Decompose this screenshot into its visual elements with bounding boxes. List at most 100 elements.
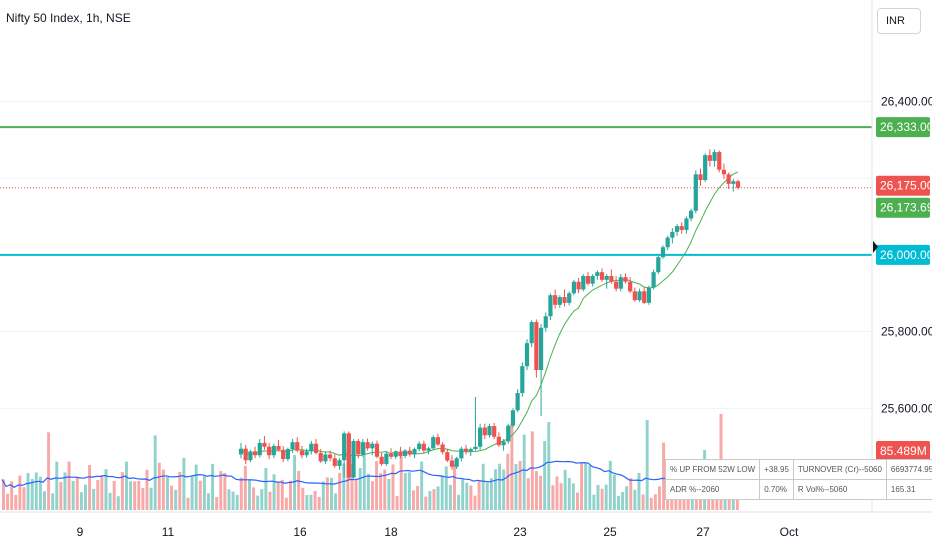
volume-bar bbox=[482, 464, 485, 510]
candles bbox=[239, 149, 740, 479]
candle-body bbox=[689, 211, 693, 219]
volume-bar bbox=[535, 471, 538, 510]
volume-bar bbox=[584, 463, 587, 510]
volume-bar bbox=[269, 492, 272, 510]
volume-bar bbox=[539, 476, 542, 510]
volume-bar bbox=[195, 465, 198, 510]
candle-body bbox=[445, 452, 449, 460]
candle-body bbox=[487, 426, 491, 435]
volume-bar bbox=[633, 490, 636, 510]
volume-label: 85.489M bbox=[880, 444, 927, 458]
volume-bar bbox=[465, 483, 468, 510]
candle-body bbox=[361, 442, 365, 454]
volume-bar bbox=[199, 481, 202, 510]
volume-bar bbox=[215, 497, 218, 510]
volume-bar bbox=[654, 494, 657, 510]
candle-body bbox=[305, 451, 309, 455]
candle-body bbox=[478, 428, 482, 447]
volume-bar bbox=[621, 492, 624, 510]
candle-body bbox=[398, 452, 402, 456]
candle-body bbox=[431, 437, 435, 448]
candle-body bbox=[272, 446, 276, 455]
volume-bar bbox=[150, 488, 153, 510]
volume-bar bbox=[576, 493, 579, 510]
volume-bar bbox=[355, 479, 358, 510]
candle-body bbox=[441, 444, 445, 452]
volume-bar bbox=[437, 486, 440, 510]
volume-bar bbox=[551, 485, 554, 510]
volume-bar bbox=[359, 468, 362, 510]
candle-body bbox=[661, 247, 665, 257]
volume-bar bbox=[203, 476, 206, 510]
candle-body bbox=[656, 257, 660, 272]
volume-bar bbox=[613, 475, 616, 510]
candle-body bbox=[670, 232, 674, 238]
candle-body bbox=[244, 449, 248, 461]
candle-body bbox=[501, 441, 505, 445]
volume-bar bbox=[564, 470, 567, 510]
candle-body bbox=[516, 393, 520, 410]
candle-body bbox=[600, 272, 604, 280]
volume-bar bbox=[392, 464, 395, 510]
volume-bar bbox=[35, 472, 38, 510]
candle-body bbox=[666, 238, 670, 248]
stats-row: % UP FROM 52W LOW +38.95 TURNOVER (Cr)--… bbox=[666, 460, 932, 480]
x-tick-label: 11 bbox=[162, 525, 175, 539]
volume-bar bbox=[14, 495, 17, 510]
candle-body bbox=[281, 450, 285, 459]
candle-body bbox=[717, 152, 721, 170]
candle-body bbox=[694, 174, 698, 210]
volume-bar bbox=[129, 481, 132, 510]
candle-body bbox=[300, 451, 304, 456]
volume-bar bbox=[166, 477, 169, 510]
volume-bar bbox=[642, 494, 645, 510]
volume-bar bbox=[502, 470, 505, 510]
volume-bar bbox=[47, 432, 50, 510]
volume-bar bbox=[109, 493, 112, 510]
volume-bar bbox=[486, 483, 489, 510]
candle-body bbox=[680, 226, 684, 230]
candle-body bbox=[576, 282, 580, 290]
volume-bar bbox=[174, 490, 177, 510]
candle-body bbox=[558, 297, 562, 305]
volume-bar bbox=[322, 481, 325, 510]
volume-bar bbox=[420, 462, 423, 510]
x-tick-label: 9 bbox=[77, 525, 84, 539]
volume-bar bbox=[617, 496, 620, 510]
volume-bar bbox=[412, 490, 415, 510]
volume-bar bbox=[23, 487, 26, 510]
volume-bar bbox=[113, 481, 116, 510]
candle-body bbox=[267, 447, 271, 455]
volume-bar bbox=[31, 479, 34, 510]
price-labels: 26,333.0026,175.0026,173.6926,000.0085.4… bbox=[873, 117, 932, 489]
stats-label: TURNOVER (Cr)--5060 bbox=[793, 460, 886, 480]
candle-body bbox=[591, 276, 595, 284]
volume-bar bbox=[248, 479, 251, 510]
volume-bar bbox=[236, 495, 239, 510]
volume-bar bbox=[334, 493, 337, 510]
volume-bar bbox=[453, 464, 456, 510]
currency-button[interactable]: INR bbox=[877, 8, 921, 34]
y-tick-label: 25,600.00 bbox=[881, 401, 932, 415]
volume-bar bbox=[55, 462, 58, 510]
candle-body bbox=[492, 426, 496, 437]
volume-bar bbox=[158, 463, 161, 510]
volume-bar bbox=[146, 470, 149, 510]
volume-bar bbox=[117, 496, 120, 510]
candle-body bbox=[314, 444, 318, 453]
volume-bar bbox=[379, 473, 382, 510]
volume-bar bbox=[330, 478, 333, 510]
x-tick-label: Oct bbox=[780, 525, 799, 539]
candle-body bbox=[333, 458, 337, 466]
volume-bar bbox=[416, 486, 419, 510]
volume-bar bbox=[187, 498, 190, 510]
volume-bar bbox=[228, 489, 231, 510]
last-price-label: 26,175.00 bbox=[880, 179, 932, 193]
volume-bar bbox=[240, 478, 243, 510]
ma-line bbox=[241, 172, 738, 456]
volume-bar bbox=[494, 469, 497, 510]
volume-bar bbox=[646, 420, 649, 510]
volume-bar bbox=[424, 497, 427, 510]
candle-body bbox=[567, 293, 571, 303]
volume-bar bbox=[310, 495, 313, 510]
